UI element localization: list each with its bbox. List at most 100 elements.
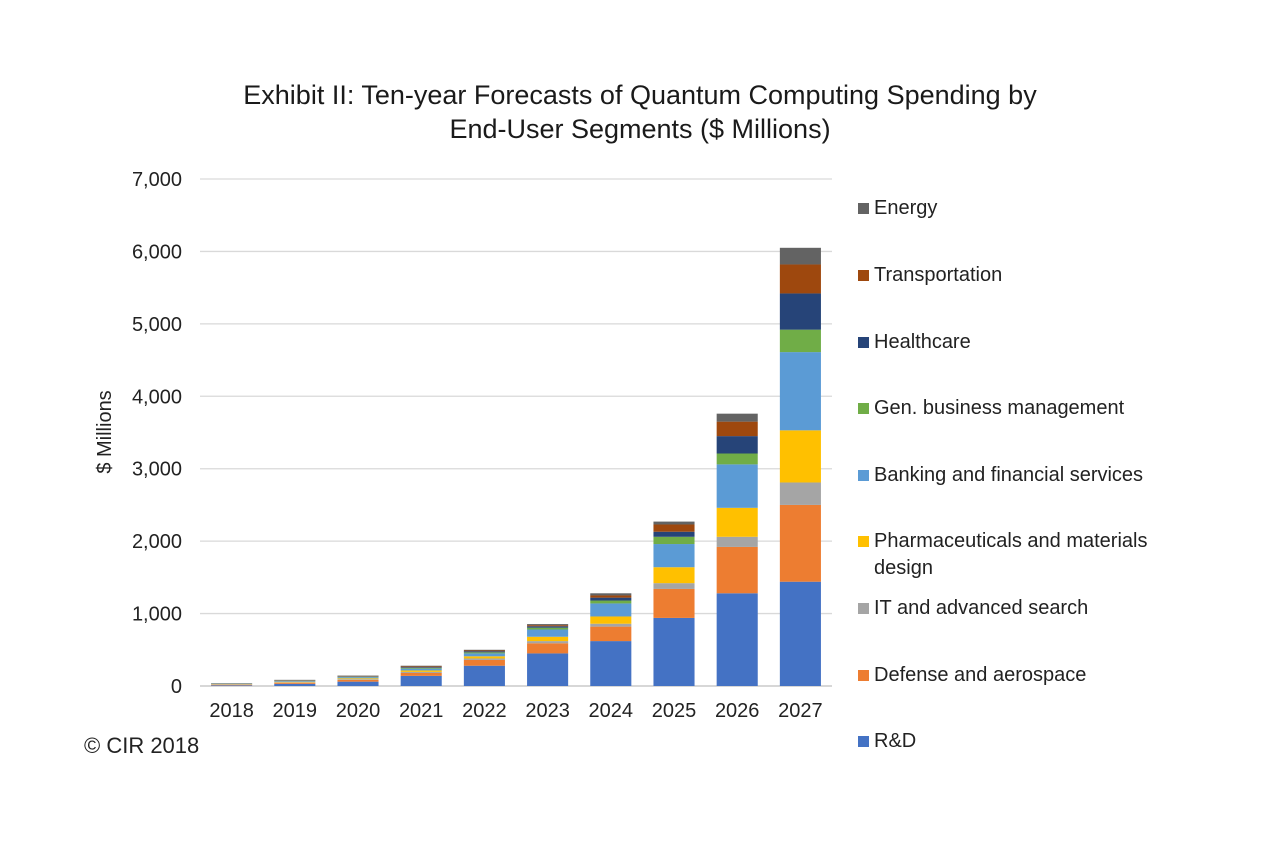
bar-segment (400, 671, 442, 673)
x-tick-label: 2020 (336, 700, 381, 722)
bar-segment (274, 682, 316, 684)
y-axis-ticks: 0 1,000 2,000 3,000 4,000 5,000 6,000 7,000 (132, 169, 182, 698)
bar-segment (716, 536, 758, 547)
legend-swatch (858, 403, 869, 414)
x-tick-label: 2022 (462, 700, 507, 722)
legend-swatch (858, 536, 869, 547)
legend-label: Defense and aerospace (874, 664, 1087, 686)
bar-segment (653, 588, 695, 618)
x-tick-label: 2021 (399, 700, 444, 722)
x-tick-label: 2023 (525, 700, 570, 722)
bar-segment (716, 453, 758, 465)
legend-label: R&D (874, 730, 917, 752)
bar-segment (779, 329, 821, 353)
legend-item: Banking and financial services (858, 462, 1194, 489)
bar-segment (527, 624, 569, 626)
bar-segment (590, 616, 632, 624)
chart-title: Exhibit II: Ten-year Forecasts of Quantu… (140, 78, 1140, 146)
bar-segment (779, 504, 821, 582)
bar-segment (590, 600, 632, 604)
legend-swatch (858, 603, 869, 614)
x-axis-ticks: 2018 2019 2020 2021 2022 2023 2024 2025 2026 2027 (209, 700, 822, 722)
bar-segment (779, 247, 821, 265)
bar-segment (590, 595, 632, 598)
legend-swatch (858, 736, 869, 747)
bar-segment (527, 625, 569, 627)
bar-segment (653, 617, 695, 686)
legend-swatch (858, 203, 869, 214)
bar-segment (590, 597, 632, 601)
x-tick-label: 2027 (778, 700, 823, 722)
bar-segment (400, 675, 442, 686)
y-tick-label: 2,000 (132, 531, 182, 553)
x-tick-label: 2024 (589, 700, 634, 722)
bar-segment (779, 264, 821, 294)
bar-segment (779, 293, 821, 330)
legend-label: IT and advanced search (874, 597, 1089, 619)
chart-title-line-1: Exhibit II: Ten-year Forecasts of Quantu… (243, 80, 1037, 110)
legend-item: Healthcare (858, 329, 1194, 356)
y-axis-label: $ Millions (94, 390, 116, 473)
x-tick-label: 2026 (715, 700, 760, 722)
bar-segment (779, 352, 821, 431)
bar-segment (463, 651, 505, 653)
bars (211, 247, 821, 686)
legend-label: Transportation (874, 264, 1003, 286)
bar-segment (527, 643, 569, 654)
bar-segment (527, 653, 569, 686)
bar-segment (463, 665, 505, 686)
bar-segment (653, 531, 695, 537)
legend-label: Banking and financial services (874, 464, 1144, 486)
bar-segment (590, 641, 632, 686)
bar-segment (211, 684, 253, 686)
legend-label: Healthcare (874, 331, 971, 353)
y-tick-label: 3,000 (132, 459, 182, 481)
legend-item: Pharmaceuticals and materials design (858, 528, 1194, 582)
bar-segment (527, 641, 569, 644)
bar-segment (400, 665, 442, 667)
bar-segment (400, 670, 442, 672)
legend-label: Gen. business management (874, 397, 1125, 419)
bar-segment (716, 593, 758, 686)
bar-segment (716, 507, 758, 537)
bar-segment (590, 623, 632, 627)
legend-item: IT and advanced search (858, 595, 1194, 622)
y-tick-label: 6,000 (132, 241, 182, 263)
legend-label: Pharmaceuticals and materials design (874, 530, 1148, 579)
bar-segment (274, 681, 316, 682)
legend-swatch (858, 470, 869, 481)
bar-segment (716, 413, 758, 422)
legend-swatch (858, 670, 869, 681)
bar-segment (337, 678, 379, 680)
legend-item: Defense and aerospace (858, 662, 1194, 689)
chart-title-line-2: End-User Segments ($ Millions) (449, 114, 831, 144)
legend-swatch (858, 270, 869, 281)
y-tick-label: 1,000 (132, 604, 182, 626)
x-tick-label: 2025 (652, 700, 697, 722)
x-tick-label: 2018 (209, 700, 254, 722)
bar-segment (463, 659, 505, 666)
y-tick-label: 5,000 (132, 314, 182, 336)
y-tick-label: 7,000 (132, 169, 182, 191)
legend-label: Energy (874, 197, 938, 219)
legend-item: R&D (858, 728, 1194, 755)
bar-segment (590, 626, 632, 642)
x-tick-label: 2019 (273, 700, 318, 722)
bar-segment (716, 421, 758, 437)
legend-swatch (858, 337, 869, 348)
bar-segment (779, 581, 821, 686)
bar-segment (463, 649, 505, 651)
bar-segment (527, 636, 569, 642)
bar-segment (337, 677, 379, 679)
legend-item: Energy (858, 195, 1194, 222)
bar-segment (527, 626, 569, 628)
bar-segment (653, 544, 695, 568)
bar-segment (590, 593, 632, 596)
legend-item: Transportation (858, 262, 1194, 289)
bar-segment (463, 650, 505, 652)
bar-segment (274, 683, 316, 686)
bar-segment (463, 656, 505, 659)
bar-segment (653, 524, 695, 532)
bar-segment (716, 436, 758, 454)
